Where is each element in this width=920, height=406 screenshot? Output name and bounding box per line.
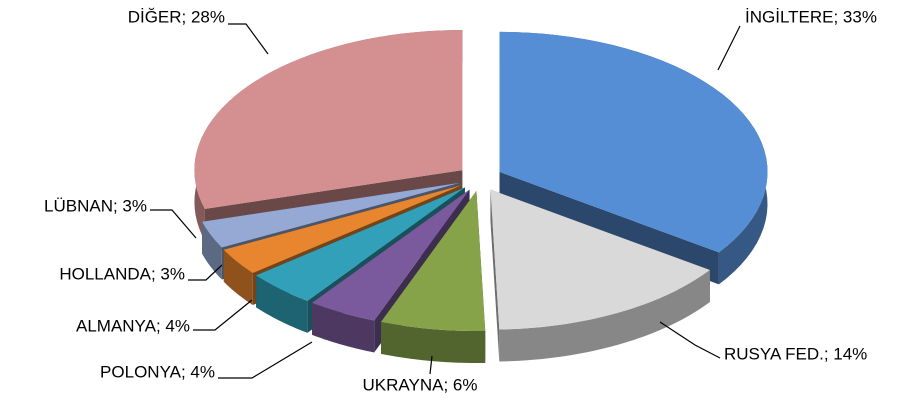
data-label: İNGİLTERE; 33% [745,7,877,26]
slice-top [223,185,462,274]
slice-top [490,189,710,330]
slice-top [256,187,465,301]
data-label: HOLLANDA; 3% [59,264,185,283]
leader-line [193,299,253,331]
slice-wall [499,270,710,362]
slice [490,189,710,362]
slice-wall [202,221,222,280]
slice-top [312,189,470,321]
slice-top [202,182,460,248]
leader-line [188,264,223,281]
leader-line [228,23,269,55]
leader-line [429,355,433,375]
slice-wall [381,321,486,364]
data-label: UKRAYNA; 6% [363,375,478,394]
slice-wall [312,302,375,353]
slice-wall [256,275,308,333]
data-label: LÜBNAN; 3% [44,196,147,215]
data-label: POLONYA; 4% [100,362,215,381]
data-label: DİĞER; 28% [128,7,225,26]
slice-wall [223,249,253,306]
leader-line [717,25,741,71]
slice-side [490,189,500,362]
leader-line [218,341,313,379]
slice-top [381,191,486,332]
leader-line [150,209,197,239]
data-label: ALMANYA; 4% [76,316,190,335]
slice-side [202,182,460,254]
slice-top [499,31,768,253]
slice-top [194,30,463,209]
data-label: RUSYA FED.; 14% [724,344,867,363]
slice [381,191,486,364]
leader-line [659,321,721,359]
